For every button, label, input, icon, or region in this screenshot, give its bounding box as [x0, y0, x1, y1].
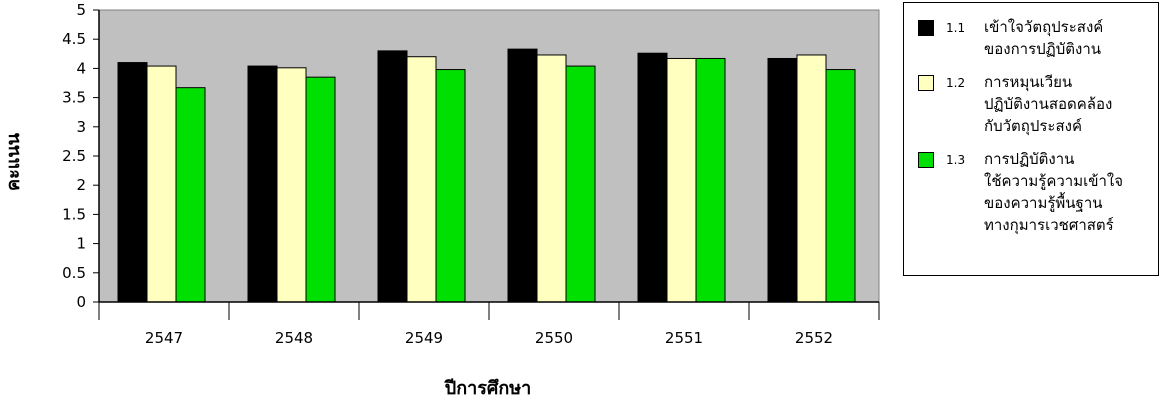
y-tick-label: 3	[76, 118, 86, 136]
y-tick-label: 4	[76, 59, 86, 77]
bar-series-1-2550	[507, 48, 538, 303]
bar-group	[117, 48, 856, 303]
bar-series-1-2547	[117, 62, 148, 303]
y-tick-label: 4.5	[62, 30, 86, 48]
x-tick-label: 2552	[795, 329, 833, 347]
y-tick-label: 0.5	[62, 264, 86, 282]
bar-series-3-2548	[305, 76, 336, 303]
bar-series-2-2547	[146, 65, 177, 303]
x-tick-label: 2551	[665, 329, 703, 347]
legend-label: การปฏิบัติงาน ใช้ความรู้ความเข้าใจ ของความ…	[984, 150, 1124, 234]
bar-series-2-2549	[406, 56, 437, 303]
y-tick-label: 0	[76, 293, 86, 311]
bar-series-3-2547	[175, 87, 206, 303]
legend-swatch	[918, 20, 934, 36]
legend-number: 1.1	[946, 21, 966, 35]
bar-series-1-2549	[377, 50, 408, 303]
y-tick-label: 3.5	[62, 89, 86, 107]
bar-series-3-2551	[695, 57, 726, 303]
legend-swatch	[918, 75, 934, 91]
legend: 1.1 เข้าใจวัตถุประสงค์ ของการปฏิบัติงาน 1.2…	[903, 2, 1159, 276]
legend-number: 1.2	[946, 76, 966, 90]
y-axis: 0 0.5 1 1.5 2 2.5 3 3.5 4 4.5 5	[62, 1, 100, 311]
y-tick-label: 2	[76, 176, 86, 194]
x-axis: 2547 2548 2549 2550 2551 2552	[98, 301, 880, 347]
y-tick-label: 1	[76, 235, 86, 253]
y-tick-label: 1.5	[62, 205, 86, 223]
bar-series-1-2548	[247, 65, 278, 303]
bar-series-1-2551	[637, 52, 668, 303]
bar-series-3-2549	[435, 69, 466, 303]
x-tick-label: 2547	[145, 329, 183, 347]
bar-series-2-2550	[536, 54, 567, 303]
bar-series-2-2548	[276, 67, 307, 303]
legend-label: เข้าใจวัตถุประสงค์ ของการปฏิบัติงาน	[984, 18, 1104, 58]
bar-series-1-2552	[767, 57, 798, 303]
legend-label: การหมุนเวียน ปฏิบัติงานสอดคล้อง กับวัตถุปร…	[984, 73, 1113, 135]
x-tick-label: 2548	[275, 329, 313, 347]
x-axis-title: ปีการศึกษา	[443, 378, 531, 399]
legend-swatch	[918, 152, 934, 168]
y-tick-label: 2.5	[62, 147, 86, 165]
y-tick-label: 5	[76, 1, 86, 19]
plot-area	[98, 9, 880, 303]
bar-series-3-2550	[565, 65, 596, 303]
bar-series-3-2552	[825, 69, 856, 303]
bar-series-2-2551	[666, 57, 697, 303]
x-tick-label: 2550	[535, 329, 573, 347]
legend-number: 1.3	[946, 153, 966, 167]
x-tick-label: 2549	[405, 329, 443, 347]
y-axis-title: คะแนน	[3, 132, 24, 191]
bar-series-2-2552	[796, 54, 827, 303]
